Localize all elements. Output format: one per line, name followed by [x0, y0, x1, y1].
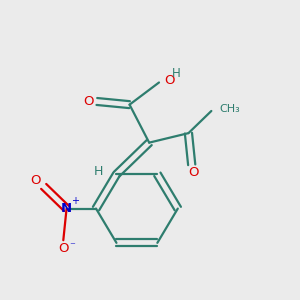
- Text: H: H: [94, 165, 103, 178]
- Text: H: H: [172, 67, 180, 80]
- Text: CH₃: CH₃: [220, 104, 240, 114]
- Text: +: +: [71, 196, 79, 206]
- Text: O: O: [164, 74, 174, 87]
- Text: O: O: [83, 95, 94, 108]
- Text: O: O: [188, 166, 199, 179]
- Text: ⁻: ⁻: [70, 242, 75, 252]
- Text: O: O: [30, 174, 41, 187]
- Text: O: O: [58, 242, 69, 255]
- Text: N: N: [61, 202, 72, 215]
